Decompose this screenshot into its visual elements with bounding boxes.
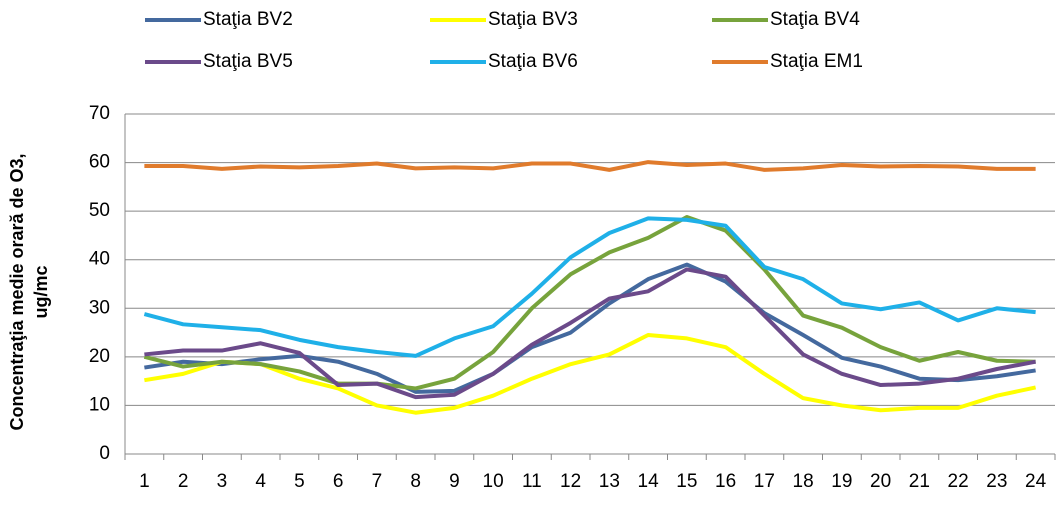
x-tick-label: 24 [1025, 471, 1047, 492]
series-line [144, 267, 1036, 400]
legend-label: Staţia EM1 [770, 51, 863, 72]
x-tick-label: 15 [676, 471, 697, 492]
series-line [144, 160, 1036, 172]
x-tick-label: 4 [255, 471, 266, 492]
x-tick-label: 1 [139, 471, 150, 492]
x-tick-label: 12 [560, 471, 581, 492]
series-line [144, 333, 1037, 415]
x-tick-label: 2 [178, 471, 189, 492]
y-tick-label: 40 [89, 249, 110, 270]
y-tick-label: 20 [89, 346, 110, 367]
x-tick-label: 16 [715, 471, 736, 492]
x-tick-label: 14 [638, 471, 660, 492]
legend-label: Staţia BV3 [488, 9, 578, 30]
x-tick-label: 10 [483, 471, 504, 492]
y-tick-label: 30 [89, 297, 110, 318]
y-tick-label: 0 [99, 443, 110, 464]
legend-label: Staţia BV6 [488, 51, 578, 72]
legend-label: Staţia BV2 [203, 9, 293, 30]
x-tick-label: 7 [372, 471, 383, 492]
series-line [143, 214, 1036, 391]
x-tick-label: 3 [217, 471, 228, 492]
x-tick-label: 11 [522, 471, 542, 492]
x-tick-label: 9 [449, 471, 460, 492]
x-tick-label: 8 [410, 471, 421, 492]
x-tick-label: 5 [294, 471, 305, 492]
x-tick-label: 21 [909, 471, 930, 492]
y-tick-label: 60 [89, 152, 110, 173]
x-tick-label: 18 [793, 471, 814, 492]
y-axis-title: Concentraţia medie orară de O3, [7, 153, 27, 430]
x-tick-label: 23 [986, 471, 1007, 492]
x-tick-label: 19 [831, 471, 852, 492]
series-line [144, 262, 1036, 394]
legend-label: Staţia BV4 [770, 9, 860, 30]
legend-label: Staţia BV5 [203, 51, 293, 72]
y-tick-label: 70 [89, 103, 110, 124]
x-tick-label: 6 [333, 471, 344, 492]
x-tick-label: 20 [870, 471, 891, 492]
y-axis-title: ug/mc [31, 265, 51, 318]
x-tick-label: 22 [948, 471, 969, 492]
series-line [143, 216, 1036, 358]
x-tick-label: 17 [754, 471, 775, 492]
x-tick-label: 13 [599, 471, 620, 492]
y-tick-label: 10 [89, 394, 110, 415]
y-tick-label: 50 [89, 200, 110, 221]
